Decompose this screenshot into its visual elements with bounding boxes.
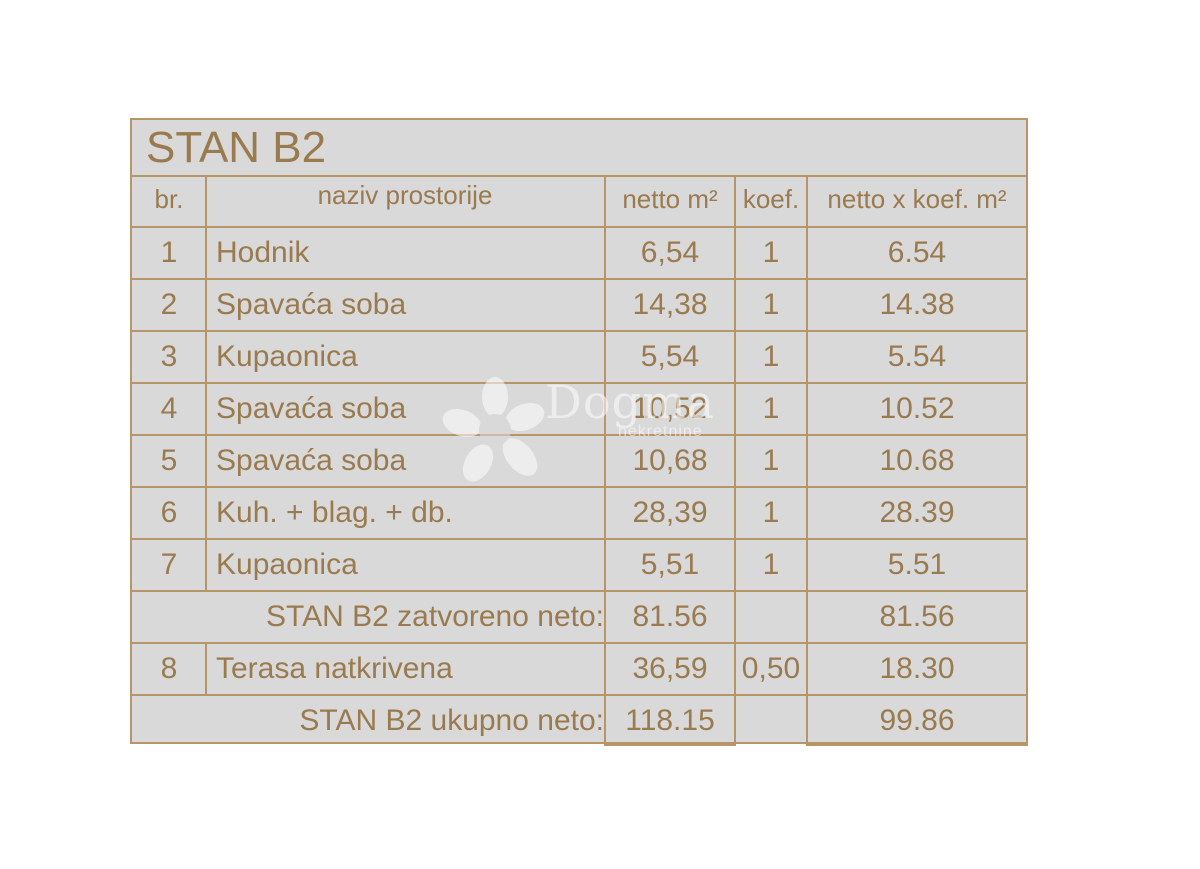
row-1-net-coef: 6.54 bbox=[887, 236, 947, 269]
row-4-nr: 4 bbox=[160, 392, 178, 425]
terrace-net: 36,59 bbox=[632, 652, 708, 685]
total-label: STAN B2 ukupno neto: bbox=[299, 704, 604, 737]
row-5-coef: 1 bbox=[762, 444, 780, 477]
row-7-net-coef: 5.51 bbox=[887, 548, 947, 581]
row-1-coef: 1 bbox=[762, 236, 780, 269]
terrace-coef: 0,50 bbox=[741, 652, 801, 685]
room-area-table: STAN B2 br. naziv prostorije netto m² ko… bbox=[130, 118, 1028, 746]
row-5-room: Spavaća soba bbox=[216, 444, 407, 477]
row-2-coef: 1 bbox=[762, 288, 780, 321]
row-5-nr: 5 bbox=[160, 444, 178, 477]
row-6-net-coef: 28.39 bbox=[879, 496, 955, 529]
row-1-room: Hodnik bbox=[216, 236, 310, 269]
row-2-nr: 2 bbox=[160, 288, 178, 321]
row-2-net-coef: 14.38 bbox=[879, 288, 955, 321]
header-net-coef: netto x koef. m² bbox=[827, 184, 1007, 214]
row-2-room: Spavaća soba bbox=[216, 288, 407, 321]
row-4-coef: 1 bbox=[762, 392, 780, 425]
row-3-net: 5,54 bbox=[640, 340, 700, 373]
row-1-nr: 1 bbox=[160, 236, 178, 269]
row-3-room: Kupaonica bbox=[216, 340, 358, 373]
row-6-coef: 1 bbox=[762, 496, 780, 529]
row-2-net: 14,38 bbox=[632, 288, 708, 321]
row-7-nr: 7 bbox=[160, 548, 178, 581]
header-net: netto m² bbox=[622, 184, 718, 214]
row-6-nr: 6 bbox=[160, 496, 178, 529]
row-6-room: Kuh. + blag. + db. bbox=[216, 496, 453, 529]
table-title: STAN B2 bbox=[146, 123, 327, 172]
row-3-net-coef: 5.54 bbox=[887, 340, 947, 373]
row-4-room: Spavaća soba bbox=[216, 392, 407, 425]
header-nr: br. bbox=[154, 184, 184, 214]
row-5-net: 10,68 bbox=[632, 444, 708, 477]
row-1-net: 6,54 bbox=[640, 236, 700, 269]
row-5-net-coef: 10.68 bbox=[879, 444, 955, 477]
total-net: 118.15 bbox=[625, 704, 715, 737]
terrace-nr: 8 bbox=[160, 652, 178, 685]
terrace-net-coef: 18.30 bbox=[879, 652, 955, 685]
header-coef: koef. bbox=[742, 184, 800, 214]
row-7-net: 5,51 bbox=[640, 548, 700, 581]
subtotal-closed-net-coef: 81.56 bbox=[879, 600, 955, 633]
terrace-room: Terasa natkrivena bbox=[216, 652, 453, 685]
subtotal-closed-net: 81.56 bbox=[632, 600, 708, 633]
row-7-coef: 1 bbox=[762, 548, 780, 581]
total-net-coef: 99.86 bbox=[879, 704, 955, 737]
row-4-net: 10,52 bbox=[632, 392, 708, 425]
row-4-net-coef: 10.52 bbox=[879, 392, 955, 425]
subtotal-closed-label: STAN B2 zatvoreno neto: bbox=[266, 600, 604, 633]
row-3-nr: 3 bbox=[160, 340, 178, 373]
row-7-room: Kupaonica bbox=[216, 548, 358, 581]
header-room: naziv prostorije bbox=[317, 180, 493, 210]
row-6-net: 28,39 bbox=[632, 496, 708, 529]
row-3-coef: 1 bbox=[762, 340, 780, 373]
